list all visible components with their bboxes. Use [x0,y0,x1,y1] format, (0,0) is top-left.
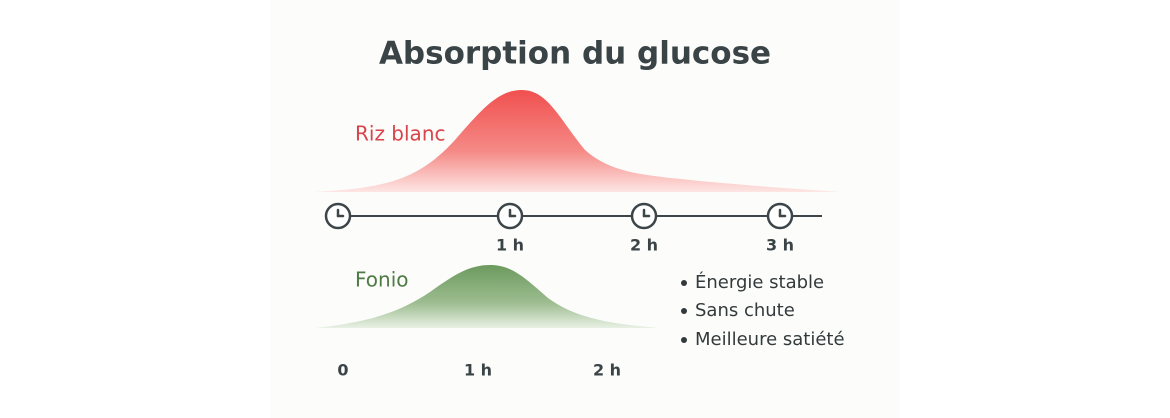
benefit: Meilleure satiété [695,329,845,350]
rice-label: Riz blanc [355,122,446,146]
bullet-dot [681,308,687,314]
time-label: 3 h [766,236,794,255]
clock-icon [324,202,352,230]
time-label: 2 h [630,236,658,255]
time-label: 0 [337,361,348,380]
bullet-dot [681,280,687,286]
rice-curve [315,90,840,192]
title: Absorption du glucose [379,36,771,72]
benefit: Énergie stable [695,271,824,293]
time-label: 1 h [464,361,492,380]
time-label: 1 h [496,236,524,255]
clock-icon [496,202,524,230]
fonio-curve [315,265,660,328]
bullet-dot [681,337,687,343]
benefit: Sans chute [695,300,795,321]
fonio-label: Fonio [355,268,409,292]
panel [270,0,900,418]
clock-icon [766,202,794,230]
time-label: 2 h [593,361,621,380]
clock-icon [630,202,658,230]
